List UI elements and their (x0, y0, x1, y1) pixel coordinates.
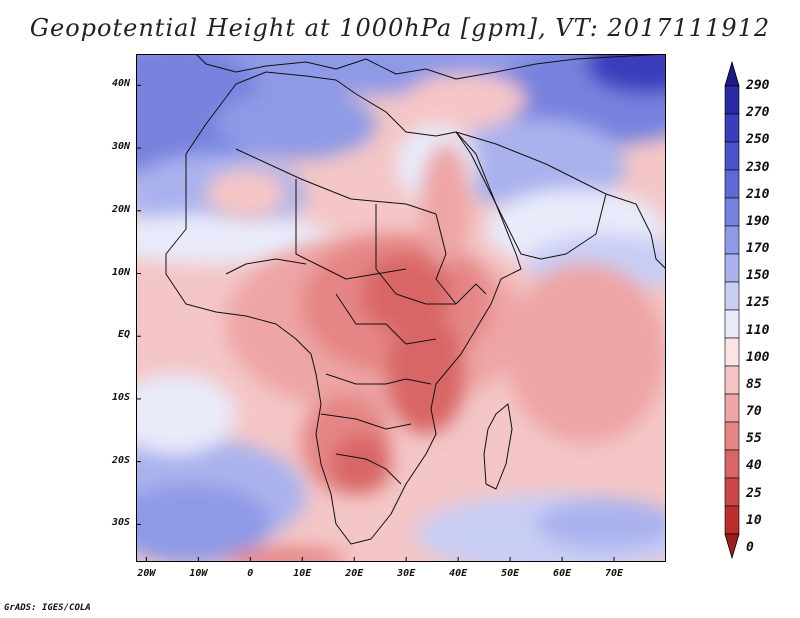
map-title: Geopotential Height at 1000hPa [gpm], VT… (29, 14, 771, 42)
lon-label: 0 (247, 568, 254, 579)
colorbar-label: 290 (746, 78, 770, 93)
colorbar (724, 60, 740, 560)
colorbar-box (724, 197, 740, 227)
lat-label: 20N (111, 203, 130, 215)
colorbar-label: 190 (746, 213, 770, 229)
colorbar-label: 55 (746, 431, 762, 447)
lat-label: 10S (111, 391, 130, 403)
colorbar-bottom-arrow (724, 533, 740, 560)
colorbar-box (724, 449, 740, 479)
lon-label: 20W (137, 568, 156, 579)
colorbar-box (724, 365, 740, 395)
colorbar-box (724, 85, 740, 115)
colorbar-label: 150 (746, 268, 770, 284)
colorbar-box (724, 477, 740, 507)
tick-marks (136, 84, 615, 562)
colorbar-box (724, 169, 740, 199)
colorbar-box (724, 141, 740, 171)
lat-label: 30N (111, 141, 130, 153)
colorbar-label: 170 (746, 241, 770, 257)
lat-label: 40N (111, 78, 130, 90)
colorbar-box (724, 421, 740, 451)
lat-label: 30S (111, 517, 130, 529)
lat-label: 10N (111, 266, 130, 278)
colorbar-top-arrow (724, 60, 740, 87)
lon-label: 60E (553, 568, 572, 579)
colorbar-box (724, 393, 740, 423)
colorbar-box (724, 225, 740, 255)
colorbar-label: 70 (746, 404, 762, 420)
colorbar-label: 40 (746, 458, 762, 474)
map-frame-border (136, 54, 666, 562)
colorbar-box (724, 505, 740, 535)
colorbar-label: 125 (746, 295, 770, 311)
colorbar-label: 210 (746, 186, 770, 202)
colorbar-box (724, 281, 740, 311)
coastlines (165, 54, 666, 545)
lon-label: 70E (605, 568, 624, 579)
colorbar-box (724, 113, 740, 143)
colorbar-label: 110 (746, 322, 770, 338)
lon-label: 50E (501, 568, 520, 579)
footer-credit: GrADS: IGES/COLA (4, 603, 91, 613)
colorbar-box (724, 253, 740, 283)
lon-label: 20E (345, 568, 364, 579)
lon-label: 10E (293, 568, 312, 579)
height-field (136, 54, 666, 562)
lat-label: EQ (117, 329, 130, 341)
lon-label: 30E (397, 568, 416, 579)
colorbar-label: 25 (746, 485, 762, 501)
colorbar-label: 270 (746, 105, 770, 121)
map-panel (136, 54, 666, 562)
colorbar-label: 100 (746, 349, 770, 365)
colorbar-boxes (724, 60, 740, 560)
colorbar-label: 10 (746, 512, 762, 528)
colorbar-label: 230 (746, 159, 770, 175)
colorbar-label: 250 (746, 132, 770, 148)
lon-label: 10W (189, 568, 208, 579)
colorbar-box (724, 337, 740, 367)
lat-label: 20S (111, 454, 130, 466)
colorbar-box (724, 309, 740, 339)
lon-label: 40E (449, 568, 468, 579)
colorbar-label: 85 (746, 376, 762, 392)
colorbar-label: 0 (746, 539, 754, 555)
